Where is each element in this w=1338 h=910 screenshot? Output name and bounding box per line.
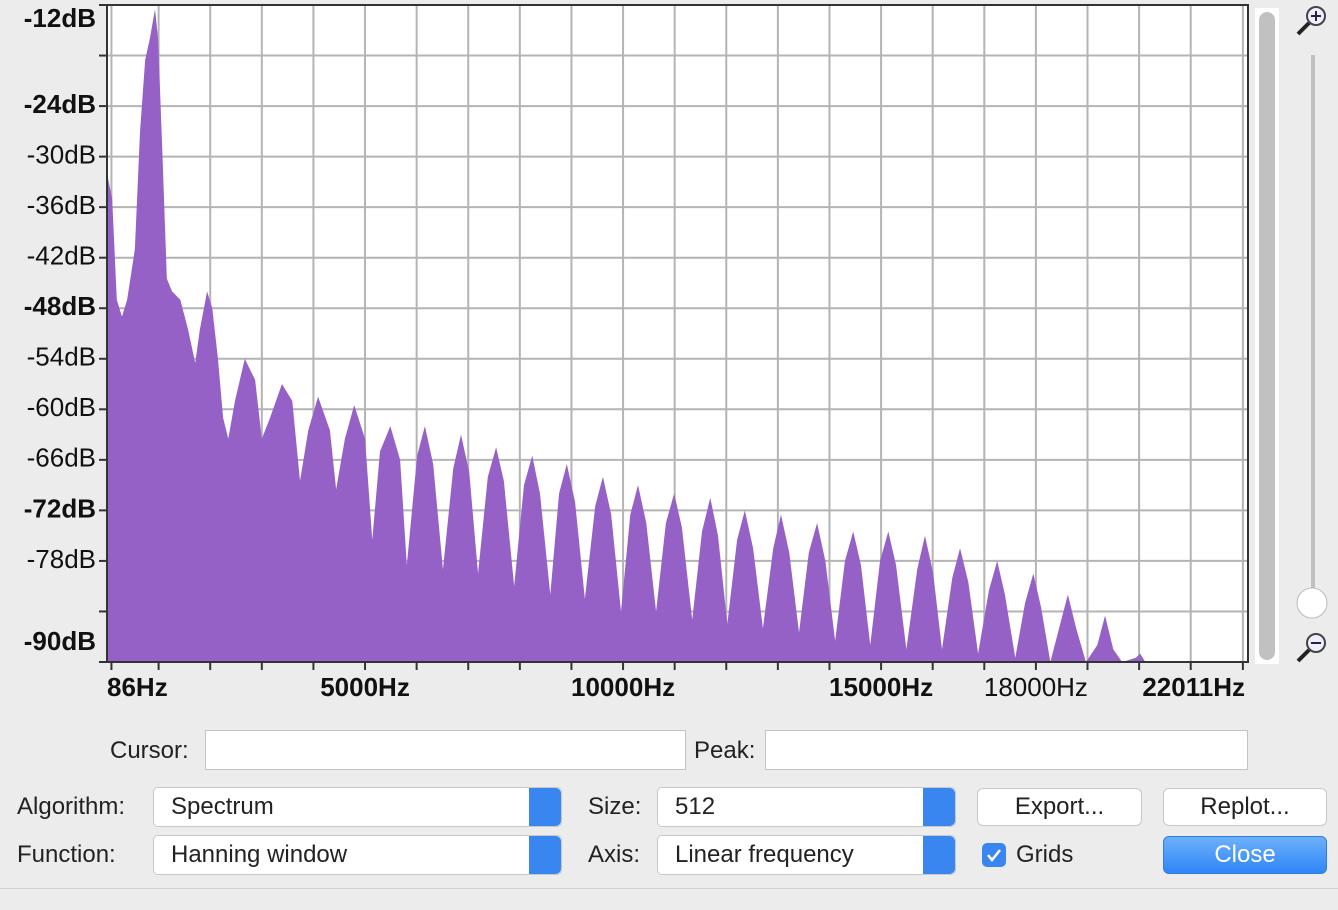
algorithm-label: Algorithm:	[17, 793, 126, 820]
y-tick-label: -66dB	[27, 443, 96, 473]
size-value: 512	[675, 793, 716, 820]
x-tick-label: 22011Hz	[1142, 672, 1245, 702]
x-tick-label: 86Hz	[107, 672, 168, 702]
size-select[interactable]: 512	[657, 787, 956, 827]
export-button[interactable]: Export...	[977, 788, 1142, 826]
grids-label: Grids	[1016, 841, 1074, 868]
y-tick-label: -78dB	[27, 544, 96, 574]
status-divider	[0, 888, 1338, 889]
x-tick-label: 5000Hz	[320, 672, 410, 702]
x-tick-label: 18000Hz	[984, 672, 1088, 702]
y-tick-label: -36dB	[27, 190, 96, 220]
replot-button[interactable]: Replot...	[1163, 788, 1327, 826]
function-value: Hanning window	[171, 841, 348, 868]
spectrum-area	[107, 9, 1243, 662]
spectrum-chart: -12dB -24dB -30dB -36dB -42dB -48dB -54dB -60dB…	[24, 3, 1328, 702]
axis-label: Axis:	[588, 841, 641, 868]
y-tick-label: -60dB	[27, 392, 96, 422]
y-tick-label: -30dB	[27, 139, 96, 169]
grids-checkbox[interactable]	[982, 843, 1006, 867]
axis-value: Linear frequency	[675, 841, 854, 868]
peak-label: Peak:	[694, 737, 756, 764]
y-tick-label: -24dB	[24, 89, 96, 119]
plot-border	[106, 4, 1249, 663]
zoom-knob[interactable]	[1296, 587, 1328, 619]
cursor-label: Cursor:	[110, 737, 189, 764]
peak-field[interactable]	[765, 730, 1248, 770]
zoom-out-icon[interactable]	[1296, 633, 1326, 663]
y-tick-label: -90dB	[24, 626, 96, 656]
close-button[interactable]: Close	[1163, 836, 1327, 874]
scroll-thumb[interactable]	[1259, 12, 1275, 660]
function-select[interactable]: Hanning window	[153, 835, 562, 875]
zoom-in-icon[interactable]	[1296, 6, 1326, 36]
y-tick-label: -12dB	[24, 3, 96, 33]
y-tick-label: -72dB	[24, 493, 96, 523]
series	[107, 9, 1243, 662]
x-tick-label: 15000Hz	[829, 672, 933, 702]
y-tick-label: -42dB	[27, 241, 96, 271]
function-label: Function:	[17, 841, 116, 868]
size-label: Size:	[588, 793, 642, 820]
cursor-field[interactable]	[205, 730, 686, 770]
axis-select[interactable]: Linear frequency	[657, 835, 956, 875]
algorithm-select[interactable]: Spectrum	[153, 787, 562, 827]
y-tick-label: -48dB	[24, 291, 96, 321]
algorithm-value: Spectrum	[171, 793, 274, 820]
y-tick-label: -54dB	[27, 342, 96, 372]
x-tick-label: 10000Hz	[571, 672, 675, 702]
checkmark	[987, 849, 1001, 863]
